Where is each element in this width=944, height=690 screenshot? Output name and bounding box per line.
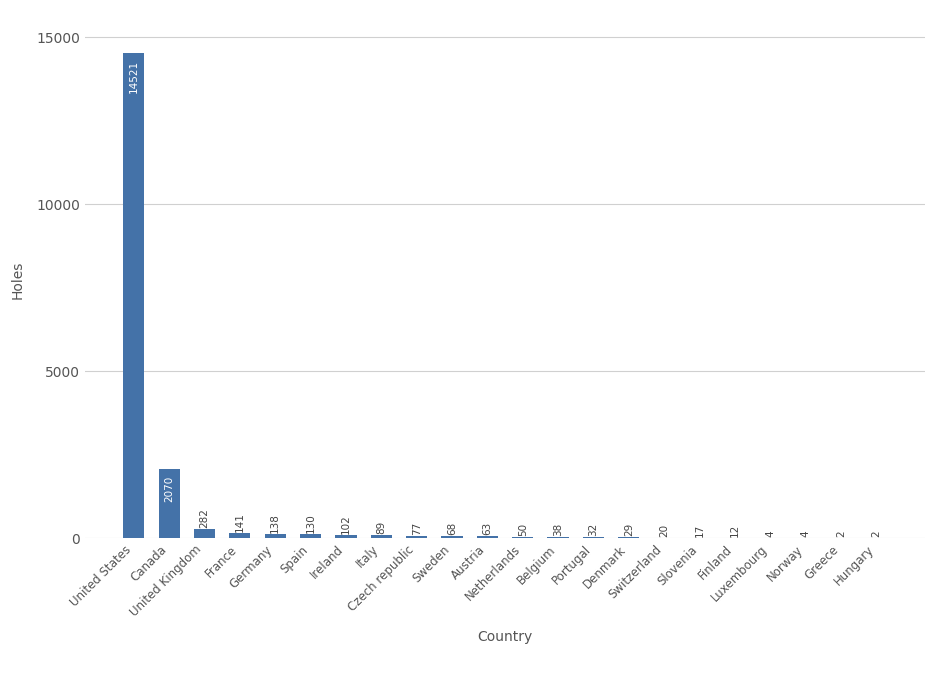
Bar <box>477 536 498 538</box>
Text: 32: 32 <box>588 523 598 536</box>
Text: 17: 17 <box>695 524 704 537</box>
Text: 4: 4 <box>766 531 775 537</box>
Bar <box>123 53 144 538</box>
Text: 89: 89 <box>377 521 386 534</box>
Text: 2070: 2070 <box>164 476 174 502</box>
Text: 102: 102 <box>341 514 351 534</box>
Bar <box>371 535 392 538</box>
Bar <box>264 533 286 538</box>
Text: 68: 68 <box>447 522 457 535</box>
Bar <box>582 537 604 538</box>
Bar <box>229 533 250 538</box>
Text: 14521: 14521 <box>128 60 139 93</box>
Bar <box>194 529 215 538</box>
Text: 12: 12 <box>730 524 740 537</box>
Text: 282: 282 <box>199 508 210 528</box>
Text: 29: 29 <box>624 523 633 536</box>
Bar <box>442 536 463 538</box>
Bar <box>406 535 428 538</box>
Text: 77: 77 <box>412 522 422 535</box>
Text: 50: 50 <box>517 522 528 535</box>
Bar <box>335 535 357 538</box>
Text: 130: 130 <box>306 513 315 533</box>
Bar <box>159 469 179 538</box>
Text: 2: 2 <box>836 531 846 537</box>
Bar <box>300 534 321 538</box>
X-axis label: Country: Country <box>478 631 532 644</box>
Text: 63: 63 <box>482 522 493 535</box>
Text: 141: 141 <box>235 513 244 533</box>
Bar <box>512 537 533 538</box>
Text: 138: 138 <box>270 513 280 533</box>
Y-axis label: Holes: Holes <box>11 260 25 299</box>
Text: 38: 38 <box>553 523 563 536</box>
Text: 2: 2 <box>871 531 882 537</box>
Text: 4: 4 <box>801 531 811 537</box>
Text: 20: 20 <box>659 524 669 537</box>
Bar <box>548 537 568 538</box>
